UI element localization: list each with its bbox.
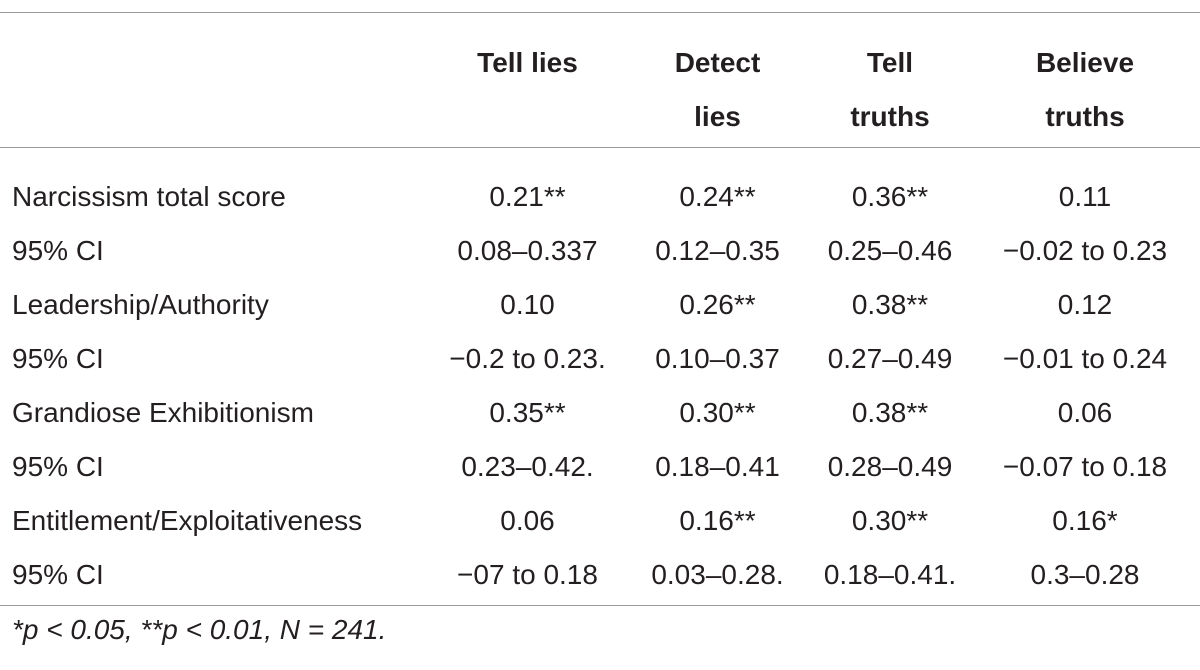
row-label: 95% CI	[12, 343, 104, 374]
cell-value: 0.12–0.35	[655, 235, 780, 266]
cell-value: 0.12	[1057, 289, 1113, 320]
cell-value: 0.03–0.28.	[651, 559, 784, 590]
header-cell: Tell lies	[425, 14, 630, 170]
cell-value: 0.27–0.49	[827, 343, 953, 374]
cell-value: 0.21**	[489, 181, 566, 212]
cell-value: 0.10	[500, 289, 555, 320]
cell-value: −0.07 to 0.18	[1002, 451, 1168, 482]
cell-value: 0.06	[500, 505, 555, 536]
row-label: Leadership/Authority	[12, 289, 269, 320]
cell-value: −0.01 to 0.24	[1002, 343, 1168, 374]
row-label: Entitlement/Exploitativeness	[12, 505, 363, 536]
header-text: Believe truths	[1035, 47, 1135, 132]
cell-value: 0.16**	[679, 505, 756, 536]
table-row: Entitlement/Exploitativeness 0.06 0.16** 0.…	[0, 494, 1195, 548]
results-table: Tell lies Detect lies Tell truths Believe t…	[0, 14, 1195, 602]
header-text: Tell truths	[850, 47, 930, 132]
cell-value: 0.18–0.41	[655, 451, 780, 482]
header-cell-empty	[0, 14, 425, 170]
header-text: Detect lies	[674, 47, 761, 132]
header-text: Tell lies	[477, 47, 578, 78]
header-cell: Detect lies	[630, 14, 805, 170]
row-label: Grandiose Exhibitionism	[12, 397, 314, 428]
row-label: 95% CI	[12, 235, 104, 266]
header-row: Tell lies Detect lies Tell truths Believe t…	[0, 14, 1195, 170]
row-label: Narcissism total score	[12, 181, 286, 212]
cell-value: −0.2 to 0.23.	[449, 343, 606, 374]
table-body: Narcissism total score 0.21** 0.24** 0.36**…	[0, 170, 1195, 602]
top-rule	[0, 12, 1200, 13]
cell-value: 0.38**	[851, 397, 929, 428]
header-rule	[0, 147, 1200, 148]
cell-value: 0.16*	[1052, 505, 1118, 536]
cell-value: 0.24**	[679, 181, 756, 212]
bottom-rule	[0, 605, 1200, 606]
cell-value: 0.23–0.42.	[461, 451, 594, 482]
cell-value: −07 to 0.18	[457, 559, 598, 590]
header-cell: Believe truths	[975, 14, 1195, 170]
cell-value: 0.30**	[679, 397, 756, 428]
cell-value: 0.30**	[851, 505, 929, 536]
cell-value: 0.3–0.28	[1030, 559, 1140, 590]
cell-value: 0.28–0.49	[827, 451, 953, 482]
cell-value: 0.08–0.337	[457, 235, 598, 266]
cell-value: 0.26**	[679, 289, 756, 320]
row-label: 95% CI	[12, 451, 104, 482]
cell-value: 0.18–0.41.	[823, 559, 957, 590]
cell-value: −0.02 to 0.23	[1002, 235, 1168, 266]
table-row: 95% CI −07 to 0.18 0.03–0.28. 0.18–0.41. 0.3…	[0, 548, 1195, 602]
cell-value: 0.36**	[851, 181, 929, 212]
cell-value: 0.35**	[489, 397, 566, 428]
table-row: 95% CI 0.23–0.42. 0.18–0.41 0.28–0.49 −0.07 …	[0, 440, 1195, 494]
header-cell: Tell truths	[805, 14, 975, 170]
cell-value: 0.38**	[851, 289, 929, 320]
cell-value: 0.11	[1058, 181, 1112, 212]
table-row: Grandiose Exhibitionism 0.35** 0.30** 0.38*…	[0, 386, 1195, 440]
cell-value: 0.06	[1057, 397, 1113, 428]
table-row: Leadership/Authority 0.10 0.26** 0.38** 0.12	[0, 278, 1195, 332]
cell-value: 0.10–0.37	[655, 343, 780, 374]
table-row: 95% CI −0.2 to 0.23. 0.10–0.37 0.27–0.49 −0.…	[0, 332, 1195, 386]
cell-value: 0.25–0.46	[827, 235, 953, 266]
footnote: *p < 0.05, **p < 0.01, N = 241.	[12, 614, 387, 645]
row-label: 95% CI	[12, 559, 104, 590]
table-row: 95% CI 0.08–0.337 0.12–0.35 0.25–0.46 −0.02 …	[0, 224, 1195, 278]
table-row: Narcissism total score 0.21** 0.24** 0.36**…	[0, 170, 1195, 224]
